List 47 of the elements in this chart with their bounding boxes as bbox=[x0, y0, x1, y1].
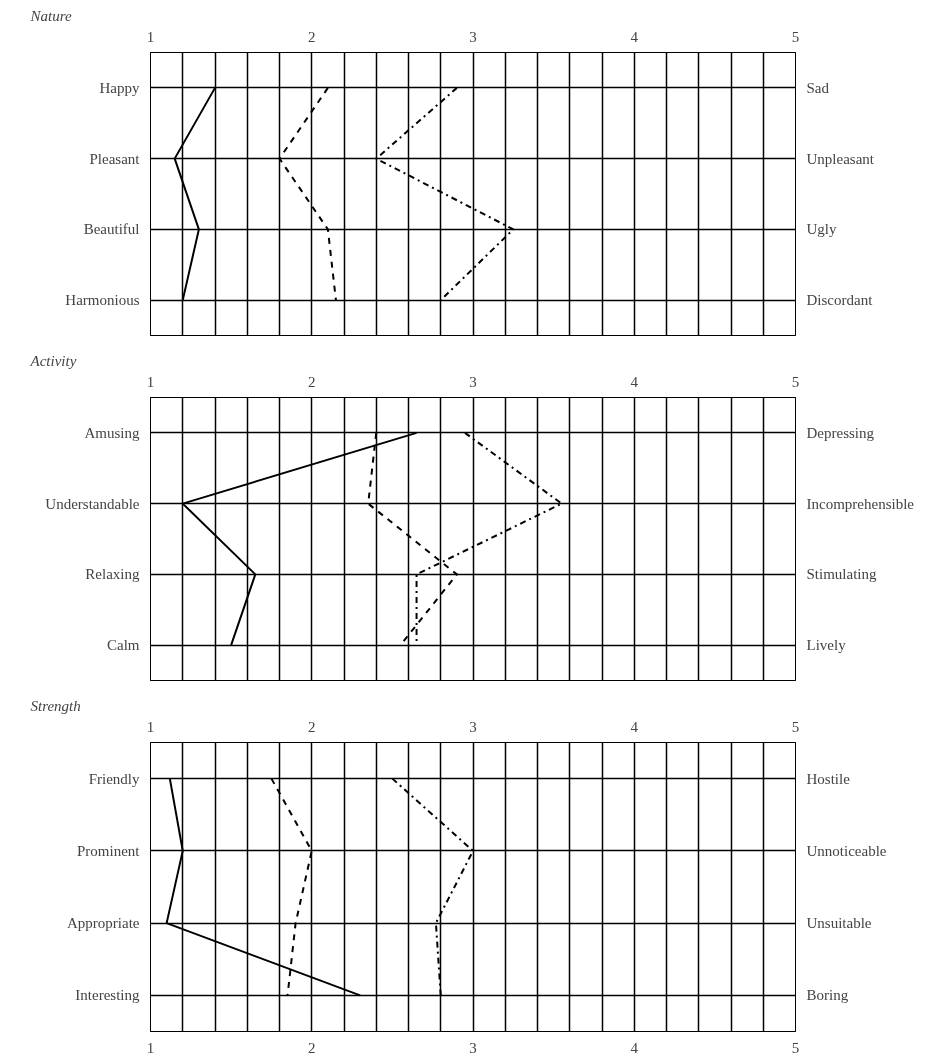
x-tick-label: 1 bbox=[146, 718, 155, 735]
y2-tick-label: Ugly bbox=[806, 221, 837, 238]
x2-tick-label: 3 bbox=[469, 1039, 477, 1056]
y2-tick-label: Unpleasant bbox=[806, 150, 875, 167]
y-tick-label: Friendly bbox=[88, 770, 140, 787]
x-tick-label: 4 bbox=[630, 28, 639, 45]
y-tick-label: Prominent bbox=[77, 842, 141, 859]
x-tick-label: 3 bbox=[469, 373, 477, 390]
y-tick-label: Amusing bbox=[84, 424, 140, 441]
y2-tick-label: Unsuitable bbox=[806, 915, 872, 932]
y2-tick-label: Incomprehensible bbox=[806, 495, 915, 512]
x2-tick-label: 2 bbox=[308, 1039, 316, 1056]
y2-tick-label: Discordant bbox=[806, 292, 874, 309]
y-tick-label: Relaxing bbox=[85, 566, 140, 583]
chart-title: Nature bbox=[29, 7, 72, 24]
x-tick-label: 1 bbox=[146, 373, 155, 390]
chart-title: Strength bbox=[30, 697, 81, 714]
x-tick-label: 2 bbox=[308, 28, 316, 45]
y-tick-label: Harmonious bbox=[65, 292, 140, 309]
y-tick-label: Happy bbox=[99, 79, 140, 96]
y-tick-label: Calm bbox=[107, 637, 140, 654]
chart-title: Activity bbox=[29, 352, 77, 369]
y-tick-label: Pleasant bbox=[89, 150, 141, 167]
x2-tick-label: 1 bbox=[146, 1039, 155, 1056]
x2-tick-label: 4 bbox=[630, 1039, 639, 1056]
y2-tick-label: Stimulating bbox=[806, 566, 877, 583]
y2-tick-label: Hostile bbox=[806, 770, 851, 787]
x2-tick-label: 5 bbox=[791, 1039, 800, 1056]
x-tick-label: 4 bbox=[630, 373, 639, 390]
y-tick-label: Appropriate bbox=[67, 915, 140, 932]
x-tick-label: 5 bbox=[791, 718, 800, 735]
y-tick-label: Interesting bbox=[75, 987, 140, 1004]
y-tick-label: Understandable bbox=[45, 495, 140, 512]
y2-tick-label: Unnoticeable bbox=[806, 842, 887, 859]
y2-tick-label: Boring bbox=[806, 987, 849, 1004]
x-tick-label: 4 bbox=[630, 718, 639, 735]
y2-tick-label: Depressing bbox=[806, 424, 875, 441]
y2-tick-label: Sad bbox=[806, 79, 830, 96]
x-tick-label: 2 bbox=[308, 373, 316, 390]
x-tick-label: 3 bbox=[469, 28, 477, 45]
y-tick-label: Beautiful bbox=[83, 221, 140, 238]
x-tick-label: 1 bbox=[146, 28, 155, 45]
x-tick-label: 5 bbox=[791, 373, 800, 390]
x-tick-label: 2 bbox=[308, 718, 316, 735]
x-tick-label: 3 bbox=[469, 718, 477, 735]
y2-tick-label: Lively bbox=[806, 637, 847, 654]
x-tick-label: 5 bbox=[791, 28, 800, 45]
